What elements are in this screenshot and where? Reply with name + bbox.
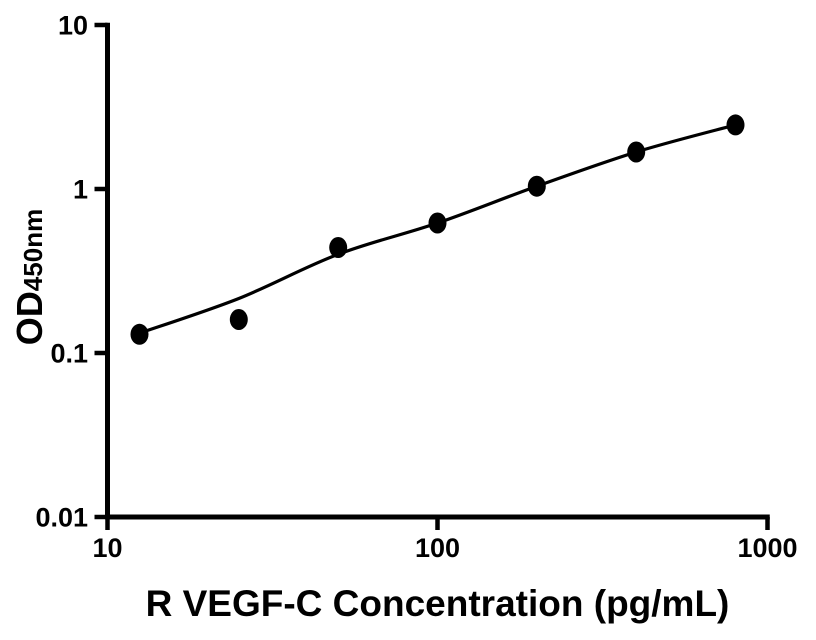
data-point xyxy=(527,175,546,197)
y-tick-label: 10 xyxy=(58,11,88,41)
y-axis-title-sub: 450nm xyxy=(18,209,48,291)
data-point xyxy=(627,141,646,163)
tick-layer: 0.01 0.1 1 10 10 100 1000 xyxy=(35,11,797,564)
axes-layer xyxy=(105,22,770,520)
data-point xyxy=(329,237,348,258)
x-tick-label: 1000 xyxy=(737,533,797,563)
y-tick-label: 0.1 xyxy=(50,339,88,369)
data-point xyxy=(428,212,447,234)
data-point xyxy=(229,309,248,330)
data-layer xyxy=(130,114,745,345)
y-tick-label: 0.01 xyxy=(35,503,88,533)
y-axis-title-main: OD xyxy=(9,291,50,345)
x-axis-title: R VEGF-C Concentration (pg/mL) xyxy=(146,583,730,624)
x-tick-label: 100 xyxy=(415,533,460,563)
data-point xyxy=(130,323,149,345)
data-point xyxy=(726,114,745,136)
y-tick-label: 1 xyxy=(73,175,88,205)
x-tick-label: 10 xyxy=(92,533,122,563)
y-axis-title: OD450nm xyxy=(9,209,50,345)
